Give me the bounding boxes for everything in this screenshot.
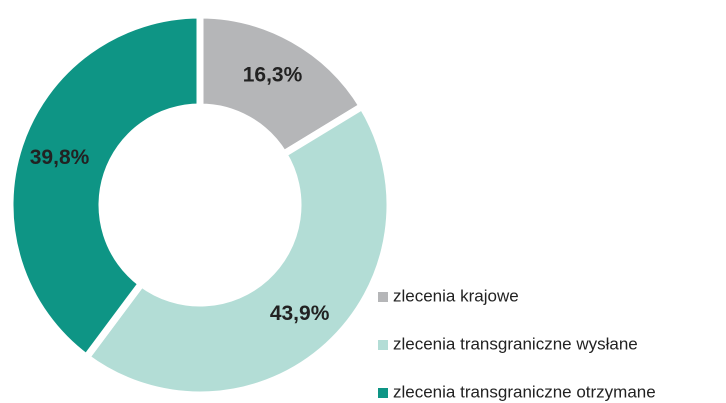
data-label: 43,9%	[270, 302, 330, 325]
legend-swatch	[378, 292, 388, 302]
donut-slice	[81, 101, 394, 399]
legend-swatch	[378, 340, 388, 350]
data-label: 39,8%	[30, 146, 90, 169]
legend-label: zlecenia transgraniczne otrzymane	[393, 382, 656, 401]
legend-label: zlecenia krajowe	[393, 286, 519, 305]
legend-label: zlecenia transgraniczne wysłane	[393, 334, 638, 353]
donut-slice	[6, 11, 204, 363]
data-label: 16,3%	[243, 64, 303, 87]
legend-swatch	[378, 388, 388, 398]
